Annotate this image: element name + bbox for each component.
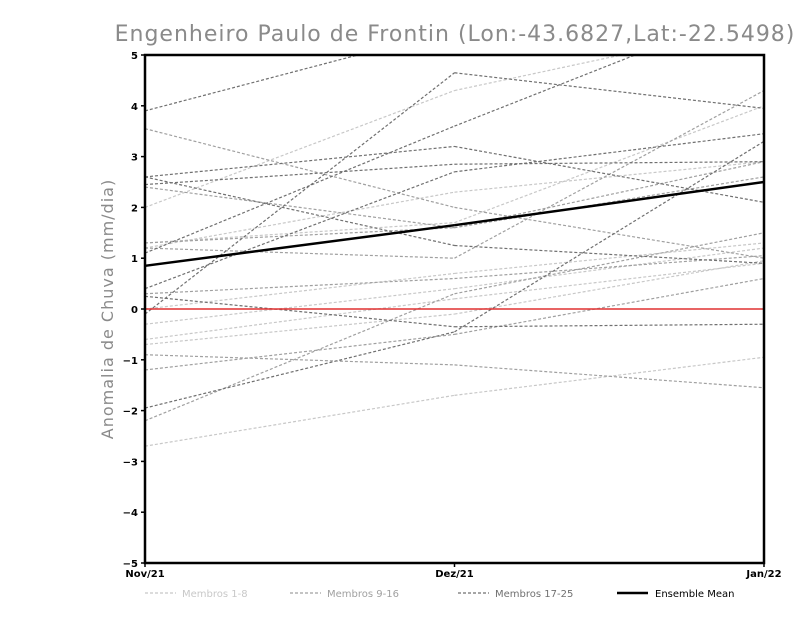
member-series-m10-segment bbox=[145, 186, 455, 229]
member-series-m21-segment bbox=[145, 176, 455, 247]
y-axis: −5 −4 −3 −2 −1 0 1 2 3 4 5 bbox=[123, 51, 145, 570]
member-series-m2-segment bbox=[454, 105, 764, 224]
member-series-m19-segment bbox=[454, 145, 764, 203]
y-tick-label: 5 bbox=[131, 51, 138, 62]
member-series-m16-segment bbox=[145, 354, 455, 366]
member-series-m24-segment bbox=[454, 133, 764, 173]
member-series-m6-segment bbox=[454, 262, 764, 300]
legend-label-membros-1-8: Membros 1-8 bbox=[182, 589, 248, 600]
member-series-m10-segment bbox=[454, 161, 764, 229]
member-series-m3-segment bbox=[145, 191, 455, 249]
series-layer bbox=[145, 55, 764, 447]
y-tick-label: −5 bbox=[123, 559, 138, 570]
member-series-m9-segment bbox=[145, 128, 455, 208]
ensemble-mean-segment bbox=[454, 180, 765, 227]
member-series-m8-segment bbox=[454, 260, 764, 315]
legend: Membros 1-8 Membros 9-16 Membros 17-25 E… bbox=[145, 589, 734, 600]
member-series-m4-segment bbox=[454, 242, 764, 275]
y-axis-label: Anomalia de Chuva (mm/dia) bbox=[98, 179, 117, 439]
legend-label-membros-9-16: Membros 9-16 bbox=[327, 589, 399, 600]
member-series-m22-segment bbox=[145, 295, 455, 328]
member-series-m9-segment bbox=[454, 206, 764, 259]
member-series-m12-segment bbox=[145, 247, 455, 259]
member-series-m25-segment bbox=[145, 72, 455, 315]
member-series-m23-segment bbox=[145, 331, 455, 409]
member-series-m23-segment bbox=[454, 140, 764, 333]
y-tick-label: −3 bbox=[123, 457, 138, 468]
member-series-m11-segment bbox=[454, 176, 764, 229]
x-axis: Nov/21 Dez/21 Jan/22 bbox=[125, 563, 782, 580]
member-series-m24-segment bbox=[145, 171, 455, 290]
member-series-m25-segment bbox=[454, 72, 764, 109]
member-series-m6-segment bbox=[145, 298, 455, 341]
legend-label-membros-17-25: Membros 17-25 bbox=[495, 589, 573, 600]
y-tick-label: 2 bbox=[131, 203, 138, 214]
y-tick-label: −2 bbox=[123, 407, 138, 418]
y-tick-label: 0 bbox=[131, 305, 138, 316]
x-tick-label: Jan/22 bbox=[745, 569, 781, 580]
member-series-m14-segment bbox=[454, 232, 764, 295]
member-series-m5-segment bbox=[454, 247, 764, 290]
member-series-m3-segment bbox=[454, 161, 764, 193]
member-series-m1-segment bbox=[454, 55, 625, 92]
member-series-m8-segment bbox=[145, 313, 455, 346]
y-tick-label: −1 bbox=[123, 356, 138, 367]
y-tick-label: 3 bbox=[131, 153, 138, 164]
member-series-m14-segment bbox=[145, 293, 455, 422]
member-series-m15-segment bbox=[454, 255, 764, 280]
member-series-m4-segment bbox=[145, 272, 455, 310]
member-series-m21-segment bbox=[454, 244, 764, 264]
y-tick-label: 1 bbox=[131, 254, 138, 265]
y-tick-label: 4 bbox=[131, 102, 138, 113]
member-series-m13-segment bbox=[145, 333, 455, 371]
member-series-m22-segment bbox=[454, 323, 764, 328]
member-series-m20-segment bbox=[454, 161, 764, 165]
member-series-m18-segment bbox=[454, 55, 637, 127]
ensemble-mean-segment bbox=[144, 223, 455, 268]
member-series-m13-segment bbox=[454, 277, 764, 335]
chart-title: Engenheiro Paulo de Frontin (Lon:-43.682… bbox=[115, 22, 796, 47]
y-tick-label: −4 bbox=[123, 508, 138, 519]
member-series-m7-segment bbox=[145, 394, 455, 447]
member-series-m5-segment bbox=[145, 288, 455, 325]
member-series-m16-segment bbox=[454, 364, 764, 389]
member-series-m18-segment bbox=[145, 125, 455, 254]
x-tick-label: Nov/21 bbox=[125, 569, 164, 580]
member-series-m11-segment bbox=[145, 227, 455, 244]
x-tick-label: Dez/21 bbox=[435, 569, 474, 580]
member-series-m20-segment bbox=[145, 163, 455, 186]
member-series-m2-segment bbox=[145, 222, 455, 244]
member-series-m15-segment bbox=[145, 277, 455, 295]
member-series-m19-segment bbox=[145, 145, 455, 178]
legend-label-ensemble-mean: Ensemble Mean bbox=[655, 589, 734, 600]
